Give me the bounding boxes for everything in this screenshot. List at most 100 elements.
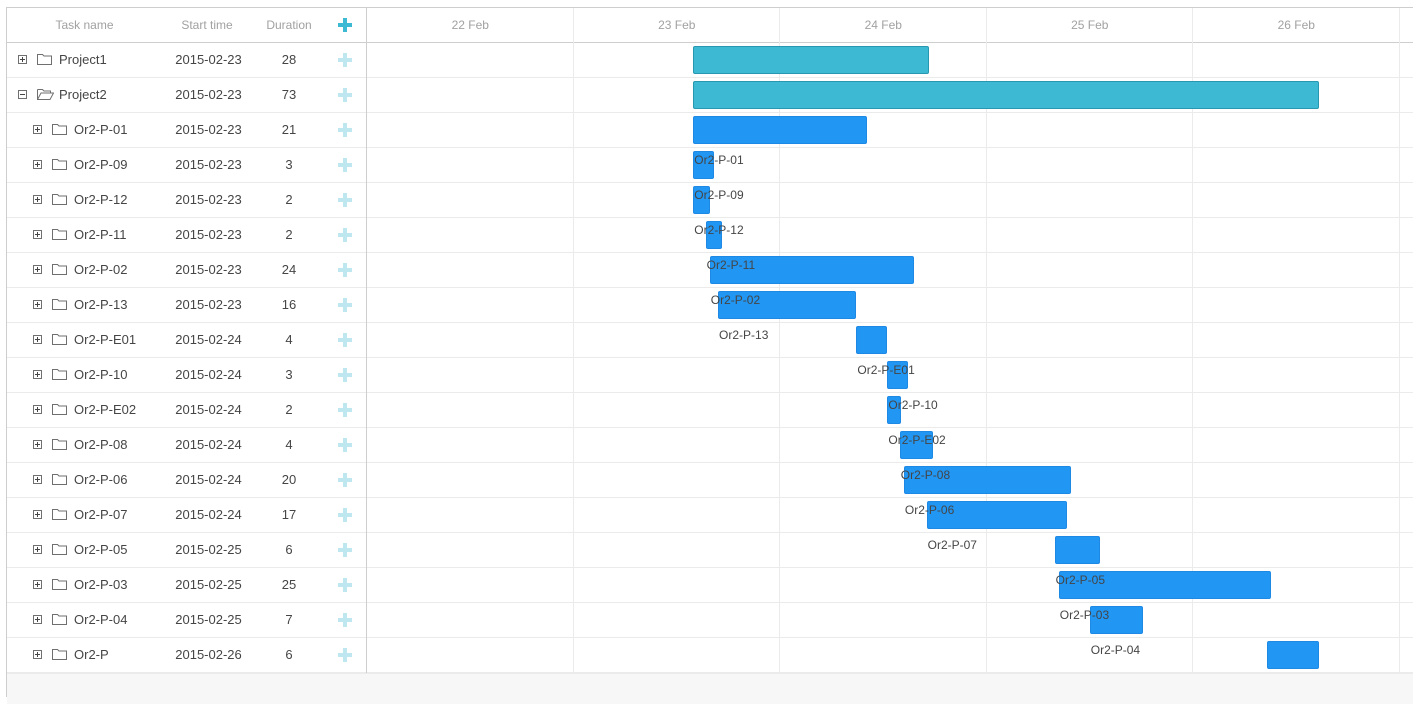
task-name: Or2-P-01 [74,122,128,137]
task-row[interactable]: Or2-P-10 2015-02-24 3 [7,358,366,393]
add-subtask-icon[interactable] [338,508,352,522]
scale-date: 23 Feb [658,18,696,32]
task-row[interactable]: Or2-P-09 2015-02-23 3 [7,148,366,183]
task-bar[interactable] [903,466,1072,494]
add-subtask-icon[interactable] [338,543,352,557]
add-subtask-icon[interactable] [338,438,352,452]
add-subtask-icon[interactable] [338,228,352,242]
task-duration: 17 [281,507,297,522]
add-subtask-icon[interactable] [338,613,352,627]
expand-toggle-icon[interactable] [33,300,42,309]
add-subtask-icon[interactable] [338,578,352,592]
task-row[interactable]: Or2-P-08 2015-02-24 4 [7,428,366,463]
task-duration: 6 [285,542,293,557]
add-task-icon[interactable] [338,18,352,32]
add-subtask-icon[interactable] [338,368,352,382]
add-subtask-icon[interactable] [338,88,352,102]
task-bar[interactable] [709,256,915,284]
task-row[interactable]: Or2-P-07 2015-02-24 17 [7,498,366,533]
expand-toggle-icon[interactable] [33,160,42,169]
task-row[interactable]: Or2-P-11 2015-02-23 2 [7,218,366,253]
task-bar[interactable] [856,326,888,354]
task-bar-label: Or2-P-03 [1059,608,1110,622]
task-start-time: 2015-02-23 [175,192,242,207]
task-bar[interactable] [887,361,909,389]
row-gridline [367,322,1413,323]
task-row[interactable]: Or2-P-03 2015-02-25 25 [7,568,366,603]
task-bar[interactable] [718,291,857,319]
task-bar[interactable] [1058,571,1272,599]
task-bar[interactable] [705,221,723,249]
add-subtask-icon[interactable] [338,333,352,347]
task-duration: 20 [281,472,297,487]
task-bar[interactable] [926,501,1068,529]
folder-icon [52,578,67,590]
task-bar[interactable] [1089,606,1144,634]
task-bar[interactable] [899,431,933,459]
task-name: Or2-P [74,647,109,662]
add-subtask-icon[interactable] [338,263,352,277]
collapse-toggle-icon[interactable] [18,90,27,99]
expand-toggle-icon[interactable] [33,405,42,414]
task-bar[interactable] [1267,641,1319,669]
task-row[interactable]: Or2-P-02 2015-02-23 24 [7,253,366,288]
expand-toggle-icon[interactable] [33,195,42,204]
add-subtask-icon[interactable] [338,298,352,312]
task-row[interactable]: Or2-P-12 2015-02-23 2 [7,183,366,218]
task-name: Or2-P-E02 [74,402,137,417]
add-subtask-icon[interactable] [338,158,352,172]
task-bar-label: Or2-P-12 [694,223,744,237]
expand-toggle-icon[interactable] [33,475,42,484]
column-header-duration[interactable]: Duration [266,18,312,32]
task-bar[interactable] [1054,536,1101,564]
task-row[interactable]: Or2-P-E02 2015-02-24 2 [7,393,366,428]
row-gridline [367,602,1413,603]
add-subtask-icon[interactable] [338,403,352,417]
task-bar[interactable] [887,396,902,424]
column-header-task-name[interactable]: Task name [55,18,114,32]
task-bar[interactable] [693,186,710,214]
project-bar[interactable] [693,46,929,74]
timeline-area: 22 Feb 23 Feb 24 Feb 25 Feb 26 Feb Or2-P-01 O… [367,8,1413,698]
task-duration: 25 [281,577,297,592]
row-gridline [367,497,1413,498]
expand-toggle-icon[interactable] [33,230,42,239]
task-row[interactable]: Or2-P-13 2015-02-23 16 [7,288,366,323]
expand-toggle-icon[interactable] [33,545,42,554]
add-subtask-icon[interactable] [338,123,352,137]
task-row[interactable]: Or2-P-05 2015-02-25 6 [7,533,366,568]
task-bar-label: Or2-P-11 [706,258,756,272]
task-row[interactable]: Or2-P-01 2015-02-23 21 [7,113,366,148]
add-subtask-icon[interactable] [338,648,352,662]
expand-toggle-icon[interactable] [18,55,27,64]
task-row[interactable]: Or2-P-E01 2015-02-24 4 [7,323,366,358]
expand-toggle-icon[interactable] [33,265,42,274]
task-row[interactable]: Or2-P 2015-02-26 6 [7,638,366,673]
expand-toggle-icon[interactable] [33,125,42,134]
gantt-chart: Task name Start time Duration Project1 20… [6,7,1413,704]
task-bar[interactable] [693,116,867,144]
add-subtask-icon[interactable] [338,193,352,207]
expand-toggle-icon[interactable] [33,580,42,589]
project-bar[interactable] [693,81,1319,109]
task-row[interactable]: Project1 2015-02-23 28 [7,43,366,78]
task-row[interactable]: Project2 2015-02-23 73 [7,78,366,113]
task-start-time: 2015-02-24 [175,472,242,487]
task-bar-label: Or2-P-06 [904,503,955,517]
task-start-time: 2015-02-24 [175,507,242,522]
column-header-start-time[interactable]: Start time [181,18,233,32]
expand-toggle-icon[interactable] [33,615,42,624]
expand-toggle-icon[interactable] [33,650,42,659]
add-subtask-icon[interactable] [338,53,352,67]
task-bar-label: Or2-P-E02 [888,433,946,447]
expand-toggle-icon[interactable] [33,370,42,379]
task-start-time: 2015-02-24 [175,367,242,382]
task-bar[interactable] [693,151,714,179]
expand-toggle-icon[interactable] [33,510,42,519]
task-grid: Task name Start time Duration Project1 20… [7,8,367,698]
expand-toggle-icon[interactable] [33,335,42,344]
expand-toggle-icon[interactable] [33,440,42,449]
add-subtask-icon[interactable] [338,473,352,487]
task-row[interactable]: Or2-P-04 2015-02-25 7 [7,603,366,638]
task-row[interactable]: Or2-P-06 2015-02-24 20 [7,463,366,498]
